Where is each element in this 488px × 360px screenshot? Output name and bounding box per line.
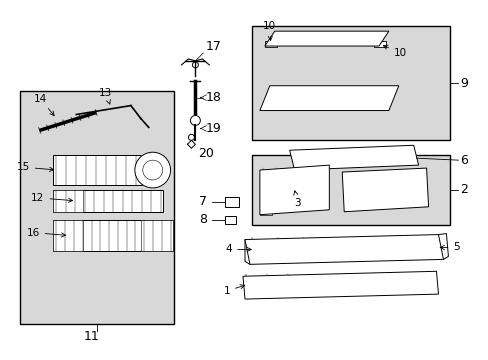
Bar bbox=[141, 220, 172, 251]
Bar bbox=[259, 170, 271, 215]
Text: 13: 13 bbox=[99, 88, 112, 104]
Text: 1: 1 bbox=[223, 285, 244, 296]
Text: 8: 8 bbox=[199, 213, 207, 226]
Bar bbox=[251, 155, 449, 225]
Bar bbox=[20, 91, 173, 324]
Circle shape bbox=[190, 116, 200, 125]
Bar bbox=[53, 190, 163, 212]
Bar bbox=[251, 26, 449, 140]
Bar bbox=[373, 41, 385, 47]
Bar bbox=[53, 155, 147, 185]
Text: 4: 4 bbox=[225, 244, 251, 255]
Text: 11: 11 bbox=[83, 330, 100, 343]
Text: 15: 15 bbox=[17, 162, 54, 172]
Text: 19: 19 bbox=[205, 122, 221, 135]
Text: 16: 16 bbox=[26, 228, 65, 238]
Bar bbox=[264, 41, 276, 47]
Text: 2: 2 bbox=[459, 184, 467, 197]
Polygon shape bbox=[259, 86, 398, 111]
Text: 20: 20 bbox=[198, 147, 214, 160]
Text: 5: 5 bbox=[439, 243, 459, 252]
Text: 12: 12 bbox=[31, 193, 72, 203]
Text: 17: 17 bbox=[205, 40, 221, 53]
Text: 10: 10 bbox=[383, 45, 406, 58]
Bar bbox=[53, 190, 83, 212]
Bar bbox=[53, 220, 83, 251]
Polygon shape bbox=[244, 235, 443, 264]
Text: 9: 9 bbox=[459, 77, 467, 90]
Text: 14: 14 bbox=[34, 94, 54, 116]
Bar bbox=[224, 197, 239, 207]
Polygon shape bbox=[264, 31, 388, 46]
Text: 6: 6 bbox=[459, 154, 467, 167]
Circle shape bbox=[135, 152, 170, 188]
Text: 7: 7 bbox=[199, 195, 207, 208]
Text: 3: 3 bbox=[293, 191, 300, 208]
Polygon shape bbox=[243, 271, 438, 299]
Text: 10: 10 bbox=[263, 21, 276, 40]
Bar bbox=[53, 220, 172, 251]
Polygon shape bbox=[259, 165, 328, 215]
Text: 18: 18 bbox=[205, 91, 221, 104]
Polygon shape bbox=[342, 168, 427, 212]
Bar bbox=[224, 216, 236, 224]
Polygon shape bbox=[289, 145, 418, 170]
